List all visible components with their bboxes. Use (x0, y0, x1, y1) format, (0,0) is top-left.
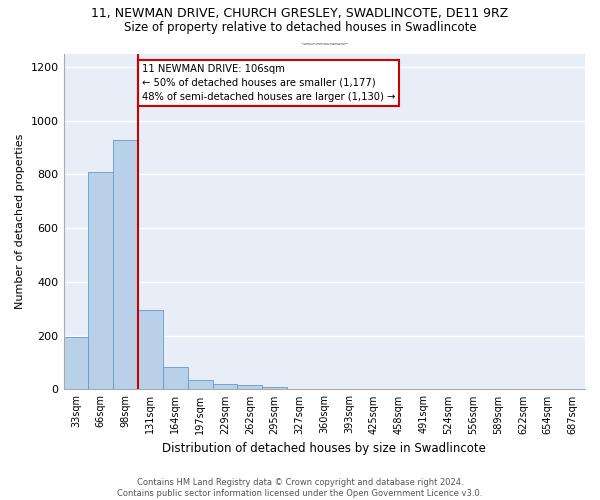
Bar (64, 337, 88, 390)
Text: Size of property relative to detached houses in Swadlincote: Size of property relative to detached ho… (124, 21, 476, 34)
Bar (238, 386, 262, 390)
Text: Contains HM Land Registry data © Crown copyright and database right 2024.
Contai: Contains HM Land Registry data © Crown c… (118, 478, 482, 498)
Bar (163, 366, 188, 390)
X-axis label: Distribution of detached houses by size in Swadlincote: Distribution of detached houses by size … (163, 442, 486, 455)
Y-axis label: Number of detached properties: Number of detached properties (15, 134, 25, 309)
Bar (113, 140, 138, 390)
Text: 11 NEWMAN DRIVE: 106sqm
← 50% of detached houses are smaller (1,177)
48% of semi: 11 NEWMAN DRIVE: 106sqm ← 50% of detache… (142, 64, 395, 102)
Bar (262, 386, 287, 390)
Bar (212, 384, 238, 390)
Title: 11, NEWMAN DRIVE, CHURCH GRESLEY, SWADLINCOTE, DE11 9RZ
Size of property relativ: 11, NEWMAN DRIVE, CHURCH GRESLEY, SWADLI… (301, 42, 348, 45)
Bar (188, 380, 212, 390)
Text: 11, NEWMAN DRIVE, CHURCH GRESLEY, SWADLINCOTE, DE11 9RZ: 11, NEWMAN DRIVE, CHURCH GRESLEY, SWADLI… (91, 8, 509, 20)
Bar (88, 172, 113, 390)
Bar (138, 310, 163, 390)
